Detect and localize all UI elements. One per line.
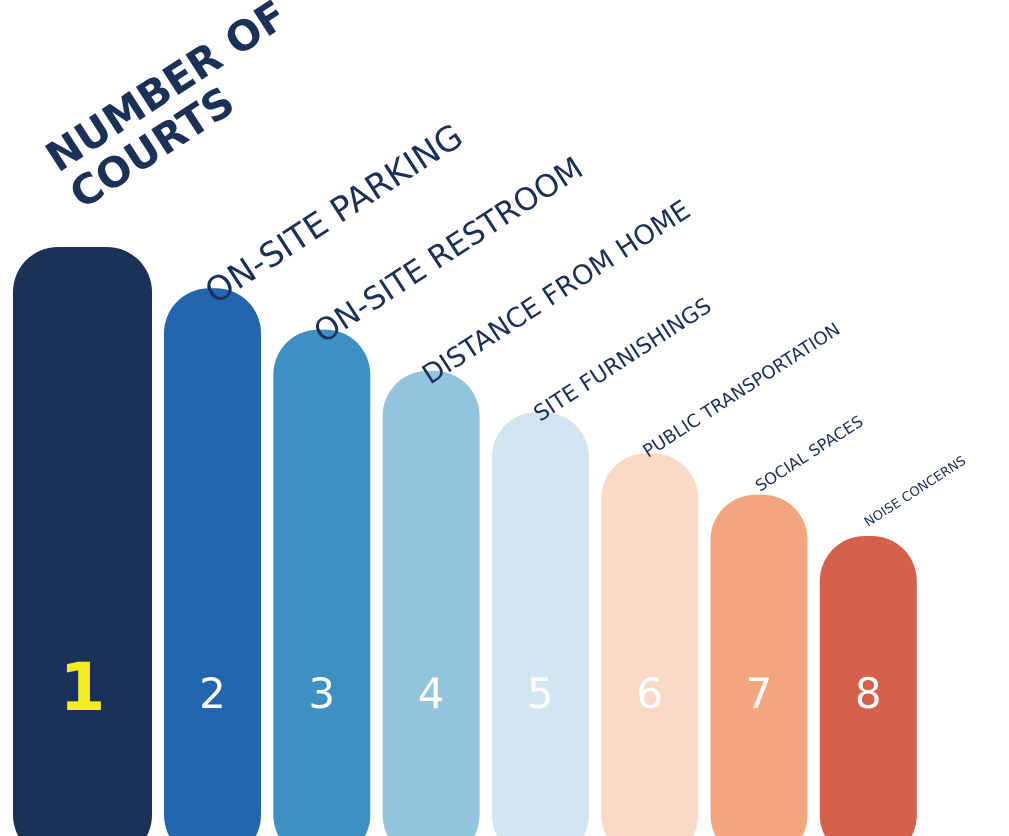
bars-group <box>13 247 917 836</box>
category-label-5: SITE FURNISHINGS <box>530 294 717 427</box>
bar-rank-5 <box>491 412 589 836</box>
bar-rank-6 <box>601 453 699 836</box>
category-label-line: SITE FURNISHINGS <box>530 294 717 427</box>
rank-number-7: 7 <box>746 669 773 718</box>
bar-rank-3 <box>273 329 371 836</box>
rank-number-8: 8 <box>855 669 882 718</box>
bar-rank-1 <box>13 247 152 836</box>
rank-number-4: 4 <box>418 669 445 718</box>
category-label-8: NOISE CONCERNS <box>862 454 969 531</box>
bar-rank-4 <box>382 370 480 836</box>
rank-number-1: 1 <box>60 649 106 726</box>
bar-rank-7 <box>710 494 808 836</box>
bar-rank-2 <box>164 288 261 836</box>
rank-labels-group: 1 2 3 4 5 6 7 8 <box>60 649 882 726</box>
rank-number-6: 6 <box>636 669 663 718</box>
bar-rank-8 <box>819 536 917 836</box>
category-label-line: NOISE CONCERNS <box>862 454 969 531</box>
rank-number-2: 2 <box>199 669 226 718</box>
rank-number-3: 3 <box>308 669 335 718</box>
category-label-line: SOCIAL SPACES <box>752 412 867 496</box>
category-label-1: NUMBER OFCOURTS <box>37 0 319 218</box>
rank-number-5: 5 <box>527 669 554 718</box>
category-label-7: SOCIAL SPACES <box>752 412 867 496</box>
